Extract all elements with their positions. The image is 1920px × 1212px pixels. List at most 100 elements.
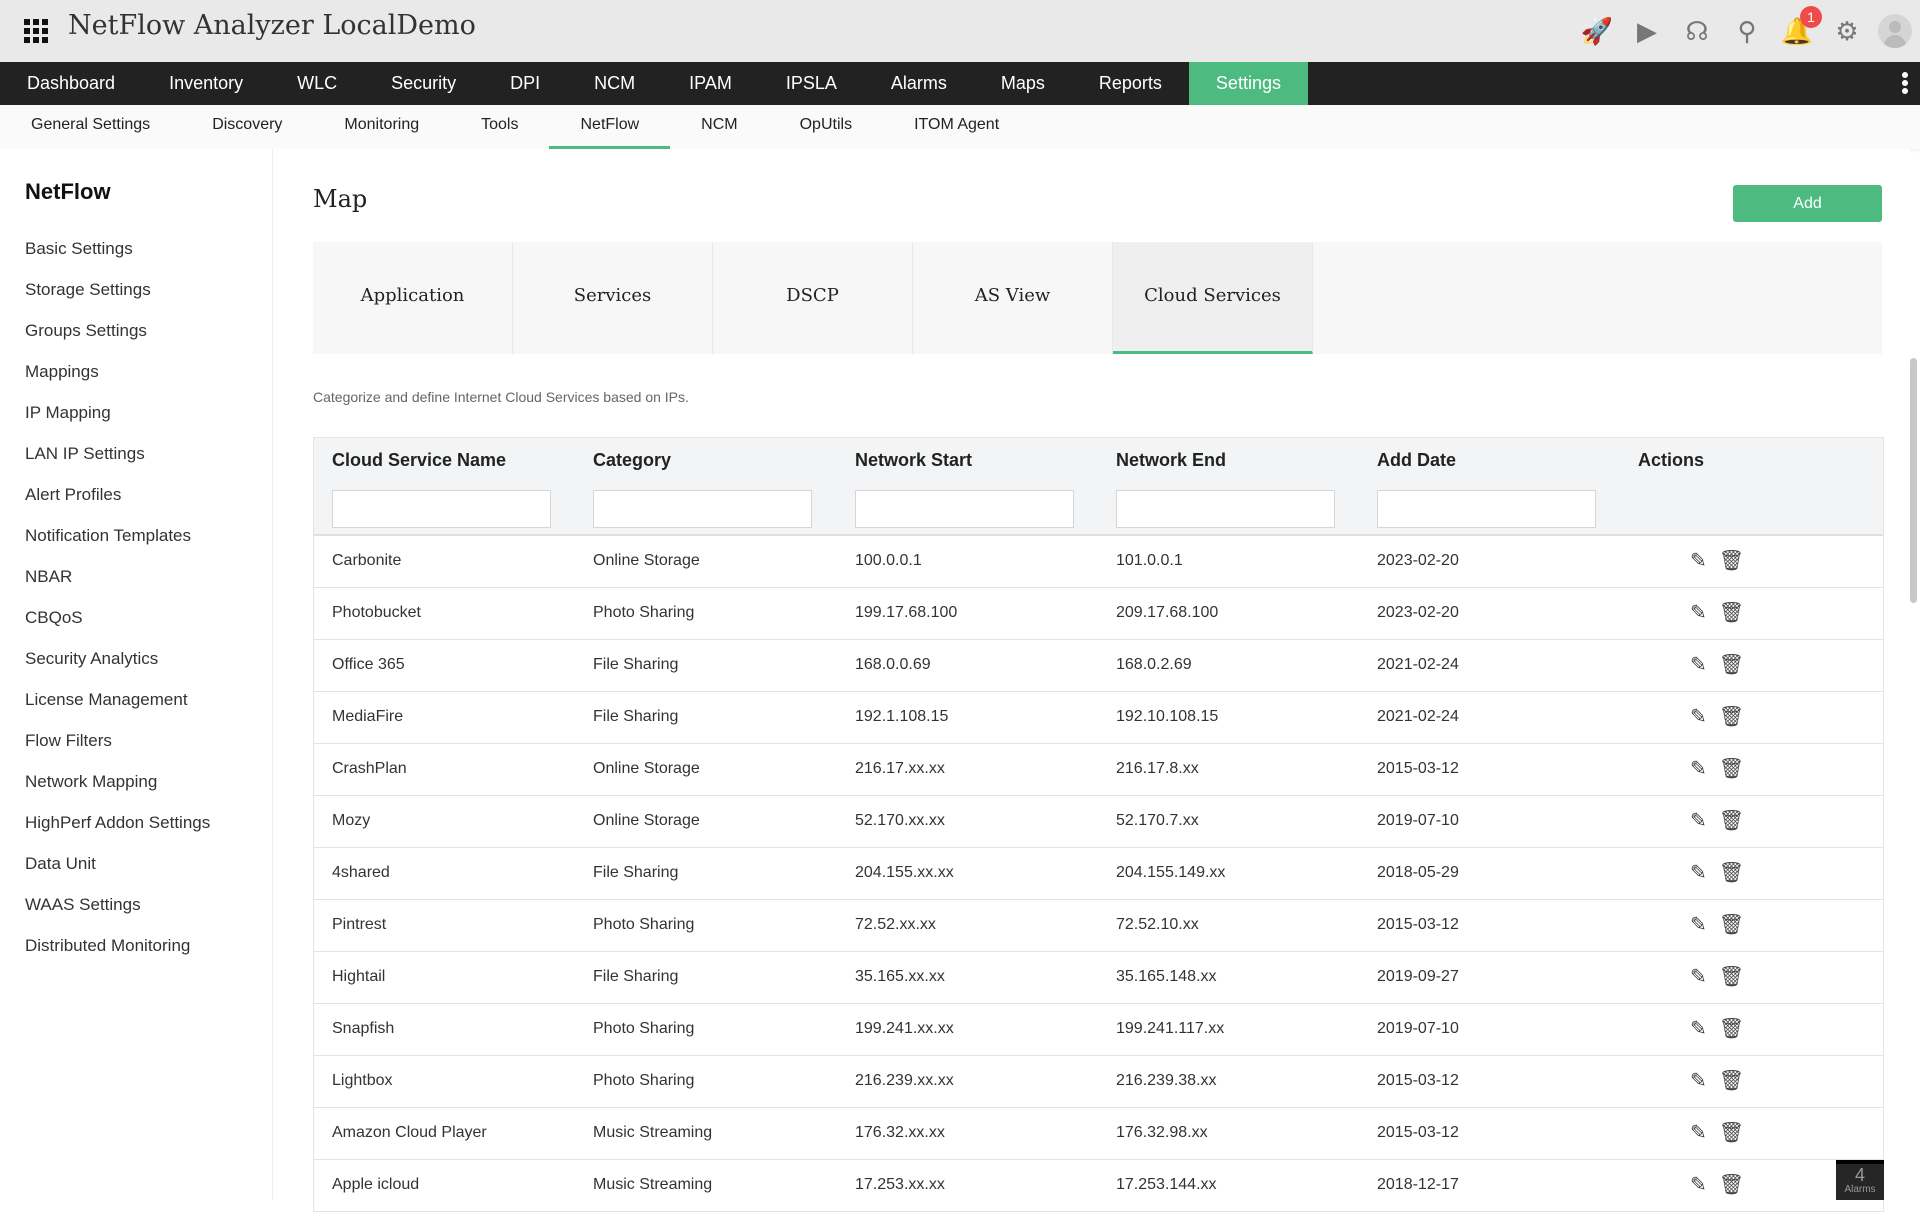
edit-icon[interactable]: ✎ bbox=[1690, 862, 1707, 884]
trash-icon[interactable]: 🗑 bbox=[1718, 1174, 1745, 1196]
nav-item-ncm[interactable]: NCM bbox=[594, 73, 636, 93]
subnav-item-itom-agent[interactable]: ITOM Agent bbox=[914, 116, 1000, 133]
trash-icon[interactable]: 🗑 bbox=[1718, 602, 1745, 624]
sidebar-item-basic-settings[interactable]: Basic Settings bbox=[25, 239, 133, 258]
table-cell: 2015-03-12 bbox=[1377, 1072, 1459, 1089]
table-cell: 216.239.38.xx bbox=[1116, 1072, 1217, 1089]
edit-icon[interactable]: ✎ bbox=[1690, 1070, 1707, 1092]
tab-dscp[interactable]: DSCP bbox=[713, 242, 913, 354]
edit-icon[interactable]: ✎ bbox=[1690, 1018, 1707, 1040]
edit-icon[interactable]: ✎ bbox=[1690, 758, 1707, 780]
tab-application[interactable]: Application bbox=[313, 242, 513, 354]
row-actions: ✎ 🗑 bbox=[1690, 652, 1744, 677]
table-cell: 17.253.xx.xx bbox=[855, 1176, 945, 1193]
column-filter-input[interactable] bbox=[593, 490, 812, 528]
trash-icon[interactable]: 🗑 bbox=[1718, 966, 1745, 988]
trash-icon[interactable]: 🗑 bbox=[1718, 914, 1745, 936]
subnav-item-monitoring[interactable]: Monitoring bbox=[344, 116, 420, 133]
tab-services[interactable]: Services bbox=[513, 242, 713, 354]
subnav-item-tools[interactable]: Tools bbox=[481, 116, 519, 133]
table-cell: 199.241.117.xx bbox=[1116, 1020, 1225, 1037]
alarms-label: Alarms bbox=[1844, 1184, 1876, 1195]
sidebar-item-waas-settings[interactable]: WAAS Settings bbox=[25, 895, 141, 914]
nav-item-reports[interactable]: Reports bbox=[1098, 73, 1162, 93]
trash-icon[interactable]: 🗑 bbox=[1718, 706, 1745, 728]
sidebar-item-nbar[interactable]: NBAR bbox=[25, 567, 73, 586]
subnav-item-netflow[interactable]: NetFlow bbox=[549, 105, 671, 149]
subnav-item-ncm[interactable]: NCM bbox=[701, 116, 738, 133]
table-cell: File Sharing bbox=[593, 656, 679, 673]
more-menu-icon[interactable] bbox=[1902, 72, 1908, 96]
bell-icon[interactable]: 🔔 1 bbox=[1772, 0, 1822, 62]
trash-icon[interactable]: 🗑 bbox=[1718, 550, 1745, 572]
nav-item-security[interactable]: Security bbox=[391, 73, 457, 93]
trash-icon[interactable]: 🗑 bbox=[1718, 862, 1745, 884]
nav-item-ipsla[interactable]: IPSLA bbox=[785, 73, 837, 93]
table-cell: 2018-05-29 bbox=[1377, 864, 1459, 881]
column-filter-input[interactable] bbox=[855, 490, 1074, 528]
sidebar-item-highperf-addon-settings[interactable]: HighPerf Addon Settings bbox=[25, 813, 211, 832]
nav-item-maps[interactable]: Maps bbox=[1000, 73, 1045, 93]
sidebar-item-security-analytics[interactable]: Security Analytics bbox=[25, 649, 159, 668]
sidebar-item-lan-ip-settings[interactable]: LAN IP Settings bbox=[25, 444, 145, 463]
subnav-item-general-settings[interactable]: General Settings bbox=[31, 116, 151, 133]
sidebar-item-mappings[interactable]: Mappings bbox=[25, 362, 99, 381]
gear-icon[interactable]: ⚙ bbox=[1835, 15, 1859, 46]
scrollbar[interactable] bbox=[1910, 358, 1917, 603]
trash-icon[interactable]: 🗑 bbox=[1718, 810, 1745, 832]
nav-item-dashboard[interactable]: Dashboard bbox=[27, 73, 116, 93]
nav-item-ipam[interactable]: IPAM bbox=[689, 73, 732, 93]
nav-item-alarms[interactable]: Alarms bbox=[890, 73, 947, 93]
nav-item-dpi[interactable]: DPI bbox=[510, 73, 541, 93]
edit-icon[interactable]: ✎ bbox=[1690, 1174, 1707, 1196]
sidebar-item-alert-profiles[interactable]: Alert Profiles bbox=[25, 485, 122, 504]
edit-icon[interactable]: ✎ bbox=[1690, 550, 1707, 572]
column-filter-input[interactable] bbox=[332, 490, 551, 528]
edit-icon[interactable]: ✎ bbox=[1690, 810, 1707, 832]
sidebar-item-notification-templates[interactable]: Notification Templates bbox=[25, 526, 191, 545]
sidebar-item-network-mapping[interactable]: Network Mapping bbox=[25, 772, 158, 791]
tab-as-view[interactable]: AS View bbox=[913, 242, 1113, 354]
nav-item-settings[interactable]: Settings bbox=[1188, 62, 1308, 105]
search-icon[interactable]: ⚲ bbox=[1737, 15, 1757, 46]
nav-item-inventory[interactable]: Inventory bbox=[169, 73, 244, 93]
column-filter-input[interactable] bbox=[1116, 490, 1335, 528]
headset-icon[interactable]: ☊ bbox=[1685, 15, 1709, 46]
nav-item-wlc[interactable]: WLC bbox=[297, 73, 338, 93]
app-grid-icon[interactable] bbox=[24, 19, 48, 43]
presentation-icon[interactable]: ▶ bbox=[1637, 15, 1657, 46]
trash-icon[interactable]: 🗑 bbox=[1718, 1018, 1745, 1040]
sidebar-item-license-management[interactable]: License Management bbox=[25, 690, 188, 709]
sidebar-item-ip-mapping[interactable]: IP Mapping bbox=[25, 403, 111, 422]
sidebar-item-storage-settings[interactable]: Storage Settings bbox=[25, 280, 151, 299]
table-row: Office 365 File Sharing 168.0.0.69 168.0.2.… bbox=[314, 640, 1883, 692]
edit-icon[interactable]: ✎ bbox=[1690, 1122, 1707, 1144]
sidebar-item-flow-filters[interactable]: Flow Filters bbox=[25, 731, 112, 750]
sidebar-item-groups-settings[interactable]: Groups Settings bbox=[25, 321, 147, 340]
tab-cloud-services[interactable]: Cloud Services bbox=[1113, 242, 1313, 354]
alarms-widget[interactable]: 4 Alarms bbox=[1836, 1160, 1884, 1200]
rocket-icon[interactable]: 🚀 bbox=[1580, 15, 1614, 46]
edit-icon[interactable]: ✎ bbox=[1690, 914, 1707, 936]
sidebar-item-distributed-monitoring[interactable]: Distributed Monitoring bbox=[25, 936, 191, 955]
edit-icon[interactable]: ✎ bbox=[1690, 602, 1707, 624]
trash-icon[interactable]: 🗑 bbox=[1718, 1070, 1745, 1092]
sidebar-item-cbqos[interactable]: CBQoS bbox=[25, 608, 83, 627]
trash-icon[interactable]: 🗑 bbox=[1718, 654, 1745, 676]
subnav-item-discovery[interactable]: Discovery bbox=[212, 116, 283, 133]
trash-icon[interactable]: 🗑 bbox=[1718, 758, 1745, 780]
add-button[interactable]: Add bbox=[1733, 185, 1882, 222]
edit-icon[interactable]: ✎ bbox=[1690, 966, 1707, 988]
edit-icon[interactable]: ✎ bbox=[1690, 706, 1707, 728]
table-row: Photobucket Photo Sharing 199.17.68.100 209… bbox=[314, 588, 1883, 640]
table-cell: Photo Sharing bbox=[593, 604, 695, 621]
subnav-item-oputils[interactable]: OpUtils bbox=[799, 116, 853, 133]
row-actions: ✎ 🗑 bbox=[1690, 704, 1744, 729]
column-filter-input[interactable] bbox=[1377, 490, 1596, 528]
table-cell: Mozy bbox=[332, 812, 371, 829]
sidebar-item-data-unit[interactable]: Data Unit bbox=[25, 854, 96, 873]
trash-icon[interactable]: 🗑 bbox=[1718, 1122, 1745, 1144]
edit-icon[interactable]: ✎ bbox=[1690, 654, 1707, 676]
row-actions: ✎ 🗑 bbox=[1690, 548, 1744, 573]
avatar[interactable] bbox=[1878, 14, 1912, 48]
